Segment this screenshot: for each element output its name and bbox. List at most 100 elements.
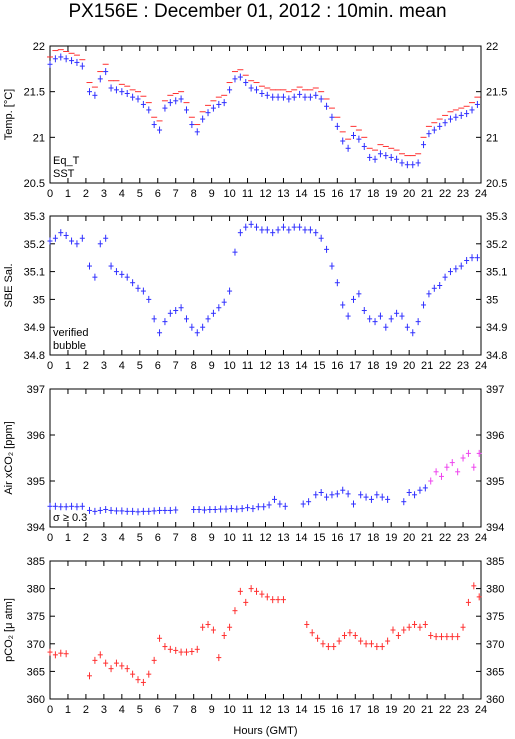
x-tick-label: 5 (137, 532, 143, 544)
x-tick-label: 10 (223, 704, 235, 716)
panel-3 (47, 388, 482, 528)
x-tick-label: 5 (137, 360, 143, 372)
y-tick-label-right: 22 (486, 41, 498, 53)
x-tick-label: 1 (65, 188, 71, 200)
x-tick-label: 4 (119, 188, 125, 200)
x-tick-label: 0 (47, 532, 53, 544)
y-tick-label-right: 20.5 (486, 178, 507, 190)
x-tick-label: 9 (209, 704, 215, 716)
y-tick-label-left: 35.1 (24, 267, 45, 279)
y-tick-label-left: 22 (33, 41, 45, 53)
x-tick-label: 20 (403, 188, 415, 200)
legend-entry: Eq_T (53, 155, 80, 167)
x-tick-label: 6 (155, 532, 161, 544)
x-tick-label: 23 (457, 360, 469, 372)
x-tick-label: 24 (475, 360, 487, 372)
x-tick-label: 3 (101, 360, 107, 372)
y-tick-label-right: 34.9 (486, 322, 507, 334)
x-tick-label: 23 (457, 532, 469, 544)
x-tick-label: 13 (277, 532, 289, 544)
y-tick-label-left: 20.5 (24, 178, 45, 190)
y-tick-label-right: 21.5 (486, 87, 507, 99)
y-tick-label-right: 397 (486, 384, 504, 396)
y-tick-label-left: 397 (27, 384, 45, 396)
y-tick-label-left: 395 (27, 476, 45, 488)
x-tick-label: 14 (295, 188, 307, 200)
x-tick-label: 12 (259, 360, 271, 372)
x-tick-label: 18 (367, 188, 379, 200)
x-tick-label: 8 (191, 188, 197, 200)
x-tick-label: 16 (331, 532, 343, 544)
x-tick-label: 23 (457, 704, 469, 716)
y-tick-label-right: 360 (486, 694, 504, 706)
x-tick-label: 1 (65, 704, 71, 716)
x-tick-label: 17 (349, 188, 361, 200)
panel-2 (47, 215, 482, 356)
y-tick-label-right: 35.3 (486, 211, 507, 223)
y-tick-label-left: 360 (27, 694, 45, 706)
x-tick-label: 15 (313, 360, 325, 372)
y-tick-label-right: 365 (486, 666, 504, 678)
x-tick-label: 24 (475, 188, 487, 200)
x-tick-label: 15 (313, 704, 325, 716)
panel-4 (47, 560, 482, 700)
x-tick-label: 3 (101, 704, 107, 716)
x-tick-label: 20 (403, 532, 415, 544)
x-tick-label: 18 (367, 532, 379, 544)
y-tick-label-left: 365 (27, 666, 45, 678)
x-tick-label: 11 (242, 532, 253, 544)
x-tick-label: 18 (367, 704, 379, 716)
x-tick-label: 4 (119, 704, 125, 716)
x-tick-label: 22 (439, 532, 451, 544)
x-tick-label: 7 (173, 704, 179, 716)
y-tick-label-left: 35.3 (24, 211, 45, 223)
x-tick-label: 15 (313, 188, 325, 200)
x-tick-label: 21 (421, 532, 433, 544)
y-tick-label-left: 396 (27, 430, 45, 442)
y-tick-label-right: 385 (486, 556, 504, 568)
x-tick-label: 23 (457, 188, 469, 200)
x-tick-label: 9 (209, 188, 215, 200)
x-tick-label: 18 (367, 360, 379, 372)
y-tick-label-left: 370 (27, 639, 45, 651)
x-tick-label: 19 (385, 360, 397, 372)
y-tick-label-right: 380 (486, 584, 504, 596)
x-tick-label: 4 (119, 532, 125, 544)
x-tick-label: 14 (295, 704, 307, 716)
x-tick-label: 20 (403, 360, 415, 372)
x-tick-label: 9 (209, 360, 215, 372)
x-tick-label: 12 (259, 532, 271, 544)
x-tick-label: 5 (137, 188, 143, 200)
x-tick-label: 0 (47, 188, 53, 200)
x-tick-label: 21 (421, 360, 433, 372)
x-tick-label: 9 (209, 532, 215, 544)
panel-1 (47, 45, 482, 184)
y-axis-label: SBE Sal. (3, 263, 15, 307)
x-tick-label: 19 (385, 532, 397, 544)
plot-frame (49, 215, 482, 356)
x-tick-label: 7 (173, 188, 179, 200)
x-tick-label: 19 (385, 704, 397, 716)
x-tick-label: 2 (83, 188, 89, 200)
y-tick-label-left: 380 (27, 584, 45, 596)
x-tick-label: 1 (65, 532, 71, 544)
y-tick-label-right: 21 (486, 132, 498, 144)
x-tick-label: 1 (65, 360, 71, 372)
x-tick-label: 13 (277, 360, 289, 372)
y-tick-label-right: 370 (486, 639, 504, 651)
x-tick-label: 12 (259, 704, 271, 716)
x-tick-label: 6 (155, 704, 161, 716)
y-tick-label-right: 35.2 (486, 239, 507, 251)
y-tick-label-left: 385 (27, 556, 45, 568)
x-tick-label: 10 (223, 532, 235, 544)
y-tick-label-right: 34.8 (486, 350, 507, 362)
x-tick-label: 3 (101, 532, 107, 544)
x-tick-label: 2 (83, 532, 89, 544)
x-tick-label: 16 (331, 360, 343, 372)
plot-frame (49, 560, 482, 700)
x-tick-label: 12 (259, 188, 271, 200)
y-tick-label-left: 21.5 (24, 87, 45, 99)
y-axis-label: pCO₂ [μ atm] (3, 598, 15, 662)
